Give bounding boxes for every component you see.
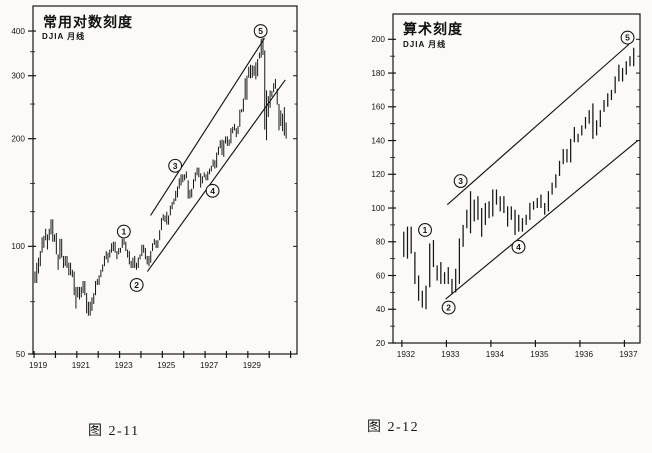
svg-text:300: 300 [11, 72, 25, 81]
wave-labels: 1 2 3 4 5 [418, 30, 635, 315]
svg-text:3: 3 [173, 161, 178, 171]
svg-text:1921: 1921 [72, 361, 91, 370]
svg-text:2: 2 [446, 303, 451, 313]
svg-text:5: 5 [625, 33, 630, 43]
svg-text:3: 3 [458, 176, 463, 186]
svg-text:60: 60 [376, 271, 386, 280]
chart-subtitle-djia-monthly-right: DJIA 月线 [403, 40, 447, 49]
svg-text:1937: 1937 [619, 350, 638, 359]
figure-caption-2-11: 图 2-11 [88, 424, 140, 439]
svg-text:1934: 1934 [486, 350, 505, 359]
chart-fig-2-11: 50 100 200 300 400 1919 1921 1923 1925 1927 1929 1 2… [5, 0, 317, 378]
svg-text:1933: 1933 [441, 350, 460, 359]
wave-label-3: 3 [453, 174, 468, 188]
y-axis-ticks: 50 100 200 300 400 [11, 27, 297, 359]
svg-text:1927: 1927 [200, 361, 219, 370]
figure-caption-2-12: 图 2-12 [367, 420, 420, 435]
svg-text:20: 20 [376, 339, 386, 348]
wave-label-5: 5 [253, 24, 268, 38]
svg-text:1925: 1925 [157, 361, 176, 370]
lower-channel [445, 140, 639, 300]
svg-text:1919: 1919 [29, 361, 48, 370]
svg-text:1935: 1935 [530, 350, 549, 359]
svg-text:2: 2 [134, 280, 139, 290]
upper-channel [446, 43, 630, 206]
svg-text:200: 200 [11, 134, 25, 143]
svg-text:140: 140 [371, 136, 385, 145]
chart-subtitle-djia-monthly-left: DJIA 月线 [42, 32, 86, 41]
svg-text:1: 1 [121, 227, 126, 237]
svg-text:1: 1 [423, 225, 428, 235]
price-bars [403, 47, 635, 310]
svg-text:40: 40 [376, 305, 386, 314]
chart-title-log-scale: 常用对数刻度 [43, 14, 133, 30]
svg-text:1923: 1923 [114, 361, 133, 370]
svg-text:5: 5 [258, 26, 263, 36]
svg-text:100: 100 [371, 204, 385, 213]
lower-channel [146, 79, 286, 272]
channel-trendlines [146, 37, 286, 272]
wave-label-2: 2 [441, 300, 456, 315]
svg-text:180: 180 [371, 69, 385, 78]
plot-border [392, 13, 641, 344]
wave-label-2: 2 [129, 277, 144, 292]
price-bars [34, 38, 287, 316]
svg-text:1929: 1929 [243, 361, 262, 370]
x-axis-ticks: 1932 1933 1934 1935 1936 1937 [397, 340, 638, 359]
wave-label-4: 4 [205, 183, 220, 198]
wave-label-1: 1 [418, 223, 432, 237]
svg-text:4: 4 [210, 186, 215, 196]
svg-text:200: 200 [371, 35, 385, 44]
svg-text:80: 80 [376, 238, 386, 247]
wave-label-3: 3 [168, 158, 183, 173]
x-axis-ticks: 1919 1921 1923 1925 1927 1929 [29, 351, 292, 370]
wave-label-4: 4 [511, 239, 526, 254]
wave-label-1: 1 [116, 224, 131, 239]
svg-text:50: 50 [16, 350, 26, 359]
svg-text:4: 4 [516, 242, 521, 252]
plot-border [32, 5, 298, 355]
chart-title-arithmetic-scale: 算术刻度 [403, 21, 463, 37]
chart-fig-2-12: 20 40 60 80 100 120 140 160 180 200 1932 1933 1934 19… [350, 0, 650, 368]
upper-channel [150, 37, 265, 216]
log-scale-chart-canvas: 50 100 200 300 400 1919 1921 1923 1925 1927 1929 1 2… [11, 5, 298, 370]
svg-text:400: 400 [11, 27, 25, 36]
svg-text:1936: 1936 [575, 350, 594, 359]
svg-text:1932: 1932 [397, 350, 416, 359]
wave-labels: 1 2 3 4 5 [116, 24, 268, 292]
channel-trendlines [445, 43, 639, 300]
y-axis-ticks: 20 40 60 80 100 120 140 160 180 200 [371, 35, 640, 348]
svg-text:160: 160 [371, 103, 385, 112]
wave-label-5: 5 [620, 30, 635, 45]
svg-text:120: 120 [371, 170, 385, 179]
svg-text:100: 100 [11, 242, 25, 251]
